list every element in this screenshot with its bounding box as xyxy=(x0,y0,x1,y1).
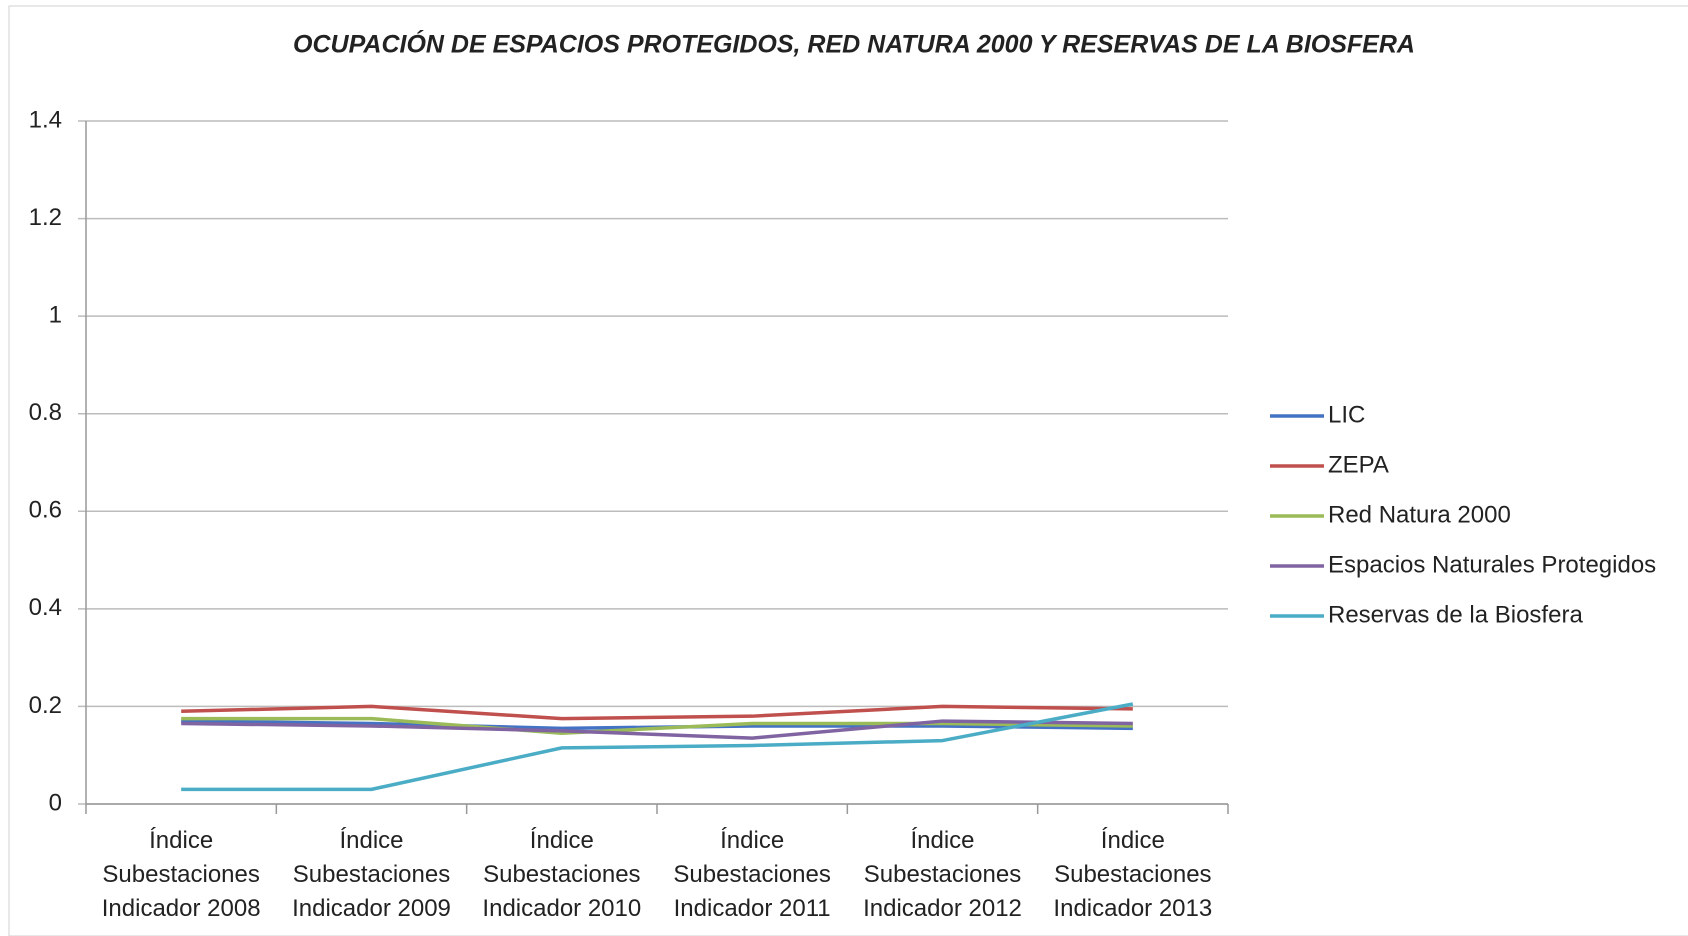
y-tick-label: 0.4 xyxy=(29,594,62,621)
y-tick-label: 1 xyxy=(49,301,62,328)
x-tick-label: Índice Subestaciones Indicador 2008 xyxy=(101,827,261,922)
y-tick-label: 1.2 xyxy=(29,204,62,231)
legend-label: Espacios Naturales Protegidos xyxy=(1328,551,1656,578)
x-tick-label: Índice Subestaciones Indicador 2011 xyxy=(673,827,831,922)
x-tick-label: Índice Subestaciones Indicador 2013 xyxy=(1053,827,1213,922)
legend-label: Reservas de la Biosfera xyxy=(1328,601,1583,628)
legend-label: Red Natura 2000 xyxy=(1328,501,1511,528)
y-tick-label: 0.8 xyxy=(29,399,62,426)
series-line xyxy=(181,704,1133,721)
chart-title: OCUPACIÓN DE ESPACIOS PROTEGIDOS, RED NA… xyxy=(293,30,1415,59)
x-tick-label: Índice Subestaciones Indicador 2012 xyxy=(863,827,1022,922)
series-line xyxy=(181,719,1133,740)
y-tick-label: 1.4 xyxy=(29,106,62,133)
y-tick-label: 0.2 xyxy=(29,692,62,719)
x-tick-label: Índice Subestaciones Indicador 2009 xyxy=(292,827,451,922)
x-tick-label: Índice Subestaciones Indicador 2010 xyxy=(482,827,642,922)
legend-label: ZEPA xyxy=(1328,451,1389,478)
series-line xyxy=(181,702,1134,792)
chart-border xyxy=(8,5,1688,936)
legend-label: LIC xyxy=(1328,401,1365,428)
y-tick-label: 0.6 xyxy=(29,497,62,524)
y-tick-label: 0 xyxy=(49,789,62,816)
series-line xyxy=(181,716,1133,736)
